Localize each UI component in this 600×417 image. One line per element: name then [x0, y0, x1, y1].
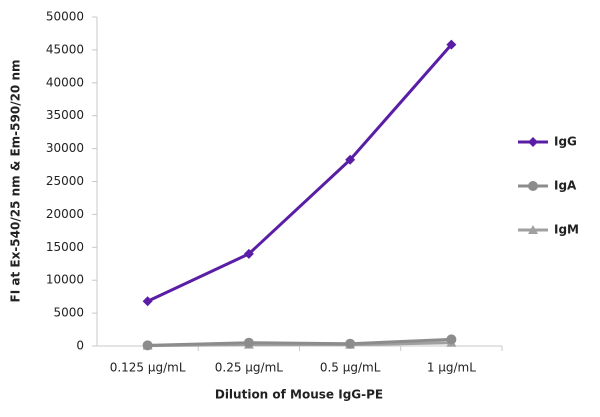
y-axis-title: FI at Ex-540/25 nm & Em-590/20 nm: [9, 60, 23, 303]
y-tick-label: 10000: [46, 273, 84, 287]
x-tick-label: 0.125 µg/mL: [110, 361, 186, 375]
y-tick-label: 0: [76, 339, 84, 353]
series-line: [146, 43, 453, 303]
series-line: [147, 337, 452, 347]
y-tick-label: 40000: [46, 75, 84, 89]
y-tick-label: 25000: [46, 174, 84, 188]
y-tick-label: 20000: [46, 207, 84, 221]
data-point: [243, 337, 254, 348]
y-tick-label: 30000: [46, 141, 84, 155]
data-point: [345, 338, 356, 349]
legend-marker: [528, 181, 538, 191]
legend-label: IgG: [554, 135, 577, 149]
legend-marker: [528, 225, 538, 234]
x-tick-label: 0.25 µg/mL: [215, 361, 284, 375]
legend-label: IgM: [554, 223, 579, 237]
y-tick-label: 15000: [46, 240, 84, 254]
data-point: [243, 248, 254, 259]
data-point: [446, 39, 457, 50]
y-tick-label: 5000: [53, 306, 84, 320]
data-point: [142, 296, 153, 307]
legend-marker: [528, 137, 538, 147]
data-point: [446, 334, 457, 345]
data-point: [142, 340, 153, 351]
y-tick-label: 45000: [46, 42, 84, 56]
legend-label: IgA: [554, 179, 577, 193]
data-point: [345, 154, 356, 165]
y-tick-label: 35000: [46, 108, 84, 122]
x-tick-label: 1 µg/mL: [427, 361, 476, 375]
y-tick-label: 50000: [46, 10, 84, 24]
x-axis-title: Dilution of Mouse IgG-PE: [215, 388, 383, 402]
x-tick-label: 0.5 µg/mL: [320, 361, 381, 375]
